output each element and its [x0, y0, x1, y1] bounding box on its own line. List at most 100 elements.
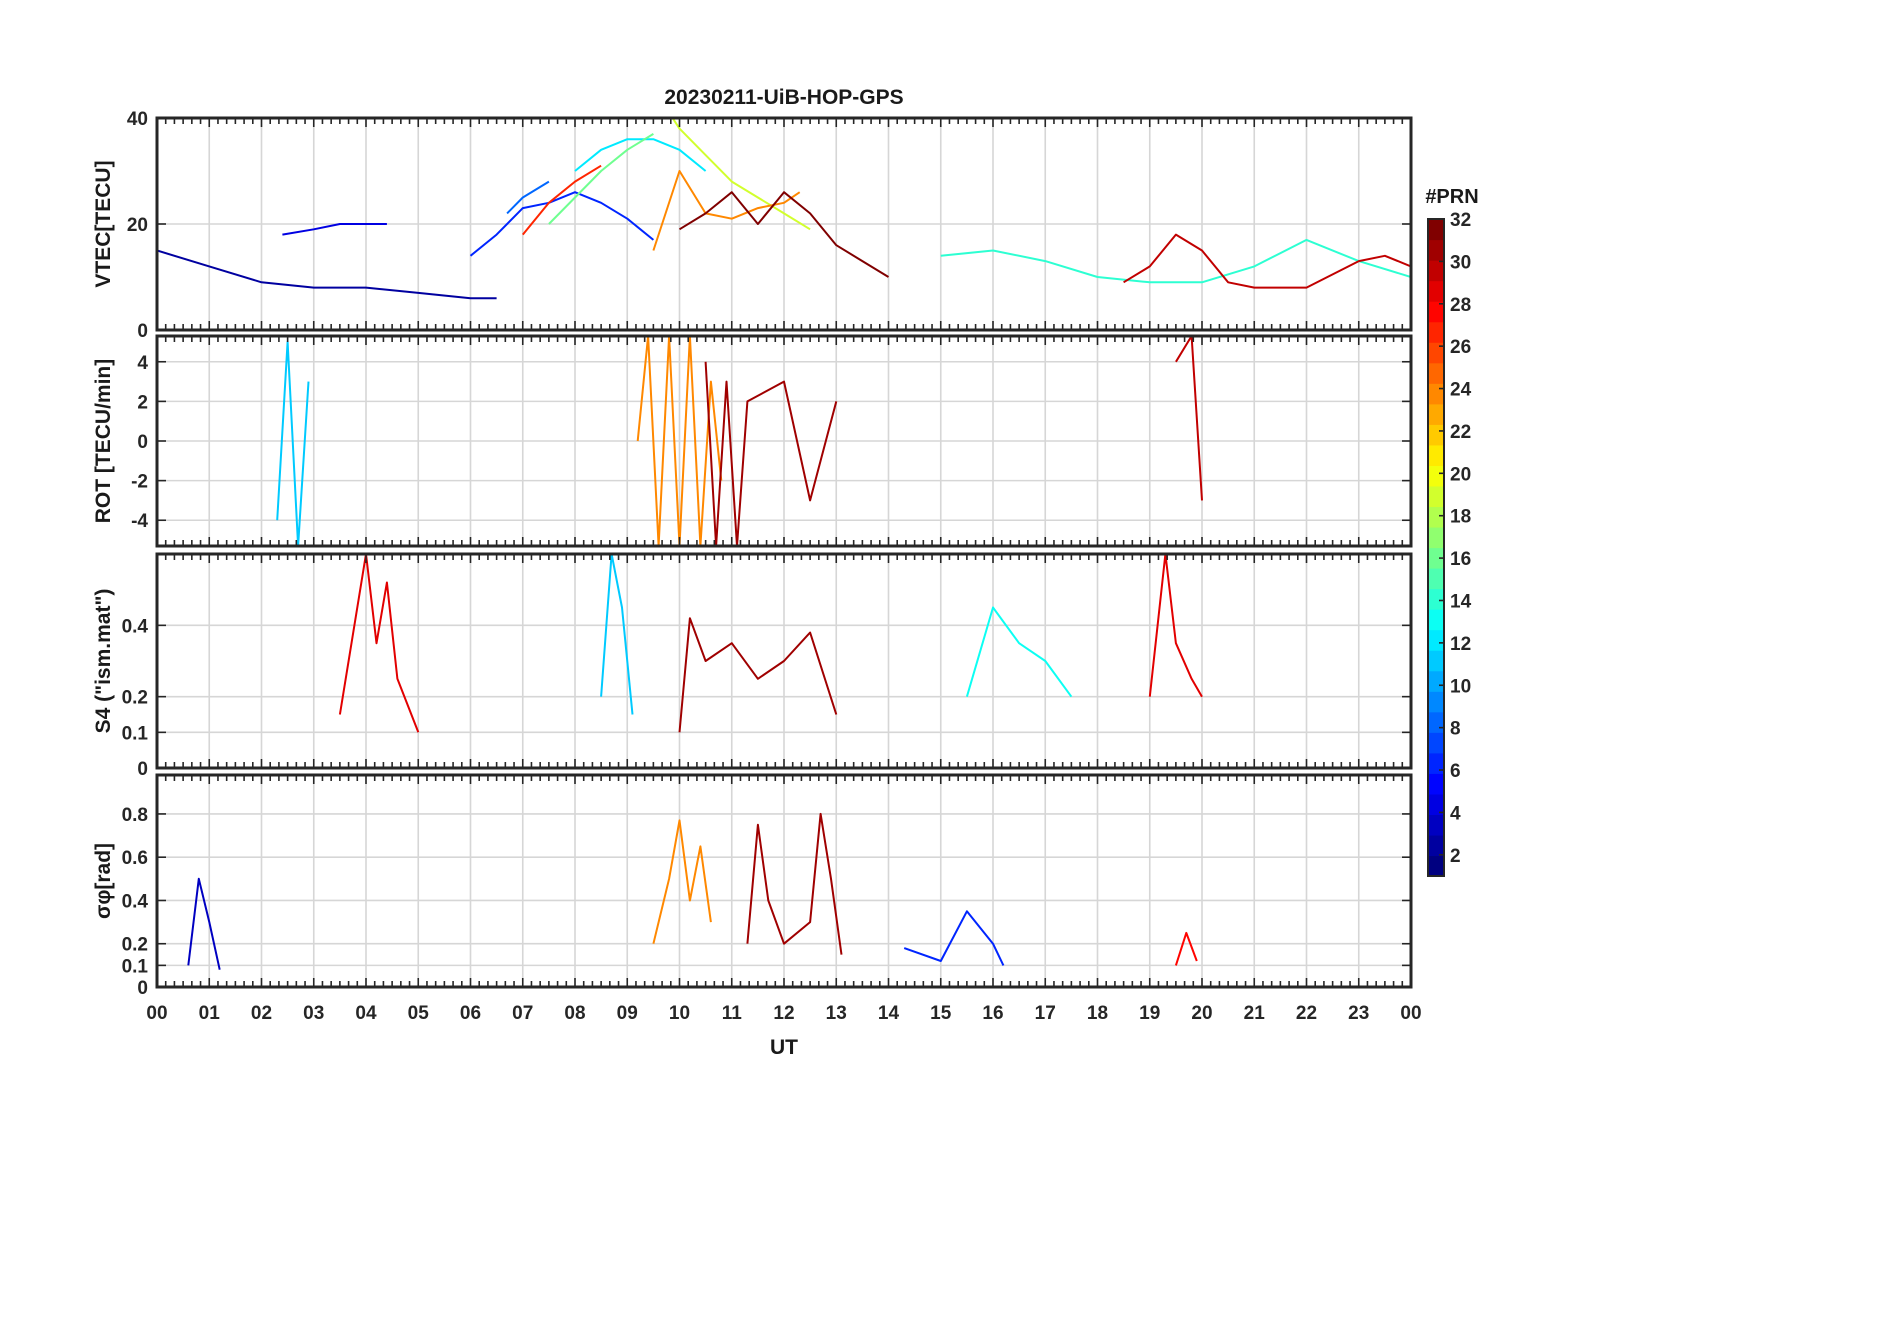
colorbar-tick-label: 26 — [1450, 337, 1471, 358]
x-tick-label: 23 — [1348, 1003, 1369, 1024]
colorbar-segment — [1428, 403, 1444, 425]
x-tick-label: 02 — [251, 1003, 272, 1024]
y-tick-label: -4 — [131, 511, 148, 532]
x-tick-label: 08 — [564, 1003, 585, 1024]
colorbar-segment — [1428, 362, 1444, 384]
y-tick-label: 0.8 — [122, 805, 148, 826]
colorbar-segment — [1428, 239, 1444, 261]
colorbar-segment — [1428, 485, 1444, 508]
y-tick-label: 0.2 — [122, 688, 148, 709]
series-line-prn-16 — [548, 133, 654, 225]
colorbar-tick-label: 2 — [1450, 846, 1461, 867]
colorbar-segment — [1428, 444, 1444, 466]
colorbar-segment — [1428, 547, 1444, 569]
y-tick-label: 4 — [137, 353, 148, 374]
y-axis-label: S4 ("ism.mat") — [92, 589, 115, 734]
x-tick-label: 19 — [1139, 1003, 1160, 1024]
series-line-prn-31 — [704, 361, 838, 546]
series-line-prn-11 — [600, 554, 634, 715]
x-tick-label: 05 — [408, 1003, 430, 1024]
series-line-prn-31 — [746, 812, 843, 955]
colorbar-tick-label: 16 — [1450, 549, 1471, 570]
series-line-prn-28 — [1174, 931, 1198, 966]
panel-frame — [155, 552, 1413, 770]
y-tick-label: 0 — [137, 759, 148, 780]
series-line-prn-24 — [652, 170, 801, 251]
x-tick-label: 00 — [1400, 1003, 1421, 1024]
y-tick-label: 20 — [127, 215, 148, 236]
colorbar-segment — [1428, 321, 1444, 343]
series-line-prn-4 — [282, 223, 387, 236]
colorbar-tick-label: 30 — [1450, 252, 1471, 273]
y-tick-label: 0 — [137, 432, 148, 453]
colorbar-segment — [1428, 752, 1444, 774]
colorbar-tick-label: 24 — [1450, 380, 1472, 401]
y-tick-label: 40 — [127, 109, 148, 130]
colorbar-segment — [1428, 711, 1444, 733]
panel-rot: -4 -2 0 2 4 ROT [TECU/min] — [92, 334, 1413, 548]
x-tick-label: 21 — [1244, 1003, 1266, 1024]
x-tick-label: 09 — [617, 1003, 638, 1024]
colorbar-segment — [1428, 691, 1444, 713]
colorbar-segment — [1428, 732, 1444, 754]
colorbar-segment — [1428, 834, 1444, 857]
y-tick-label: 0 — [137, 321, 148, 342]
series-line-prn-6 — [469, 191, 655, 257]
series-line-prn-3 — [187, 877, 221, 970]
colorbar-tick-label: 32 — [1450, 210, 1471, 231]
series-line-prn-8 — [506, 180, 550, 215]
series-line-prn-24 — [652, 819, 712, 944]
colorbar-segment — [1428, 383, 1444, 405]
y-axis-label: ROT [TECU/min] — [92, 359, 115, 523]
x-tick-label: 06 — [460, 1003, 481, 1024]
colorbar-segment — [1428, 670, 1444, 692]
series-line-prn-27 — [522, 164, 602, 236]
x-tick-label: 14 — [878, 1003, 900, 1024]
series-line-prn-29 — [1148, 554, 1203, 698]
colorbar-tick-label: 10 — [1450, 676, 1471, 697]
x-tick-label: 12 — [773, 1003, 794, 1024]
panel-sigma-phi: 00.10.2 0.4 0.6 0.8 σφ[rad] 00 01 02 03 04 05 06 07 0… — [92, 773, 1422, 1024]
colorbar-segment — [1428, 650, 1444, 672]
series-line-prn-12 — [574, 138, 707, 172]
colorbar-tick-label: 6 — [1450, 761, 1461, 782]
colorbar-label: #PRN — [1425, 186, 1478, 208]
x-tick-label: 11 — [722, 1003, 743, 1024]
colorbar-tick-label: 8 — [1450, 719, 1461, 740]
colorbar-segment — [1428, 465, 1444, 487]
panel-frame — [155, 334, 1413, 548]
x-tick-label: 01 — [199, 1003, 221, 1024]
colorbar-segment — [1428, 280, 1444, 302]
colorbar-tick-label: 14 — [1450, 591, 1472, 612]
colorbar-tick-label: 20 — [1450, 464, 1471, 485]
data-series-group — [187, 812, 1198, 970]
x-tick-label: 15 — [930, 1003, 952, 1024]
colorbar-tick-label: 18 — [1450, 507, 1471, 528]
colorbar-segment — [1428, 424, 1444, 446]
colorbar-segment — [1428, 609, 1444, 631]
colorbar-segment — [1428, 342, 1444, 364]
series-line-prn-31 — [678, 617, 838, 733]
colorbar-segment — [1428, 219, 1444, 241]
x-tick-label: 20 — [1191, 1003, 1212, 1024]
series-line-prn-11 — [276, 340, 310, 546]
x-tick-label: 22 — [1296, 1003, 1317, 1024]
colorbar-segment — [1428, 588, 1444, 610]
y-tick-label: 0.4 — [122, 891, 149, 912]
y-axis-label: VTEC[TECU] — [92, 160, 115, 287]
series-line-prn-13 — [965, 606, 1073, 698]
colorbar-segment — [1428, 814, 1444, 836]
x-axis-label: UT — [770, 1036, 798, 1059]
y-tick-label: 0.6 — [122, 848, 148, 869]
series-line-prn-2 — [157, 249, 497, 300]
y-tick-label: 0.1 — [122, 956, 149, 977]
colorbar-segment — [1428, 301, 1444, 323]
x-tick-label: 00 — [146, 1003, 167, 1024]
colorbar-segment — [1428, 793, 1444, 816]
colorbar-segment — [1428, 526, 1444, 549]
colorbar-tick-label: 12 — [1450, 634, 1471, 655]
series-line-prn-6 — [903, 910, 1005, 966]
y-tick-label: 2 — [137, 392, 148, 413]
